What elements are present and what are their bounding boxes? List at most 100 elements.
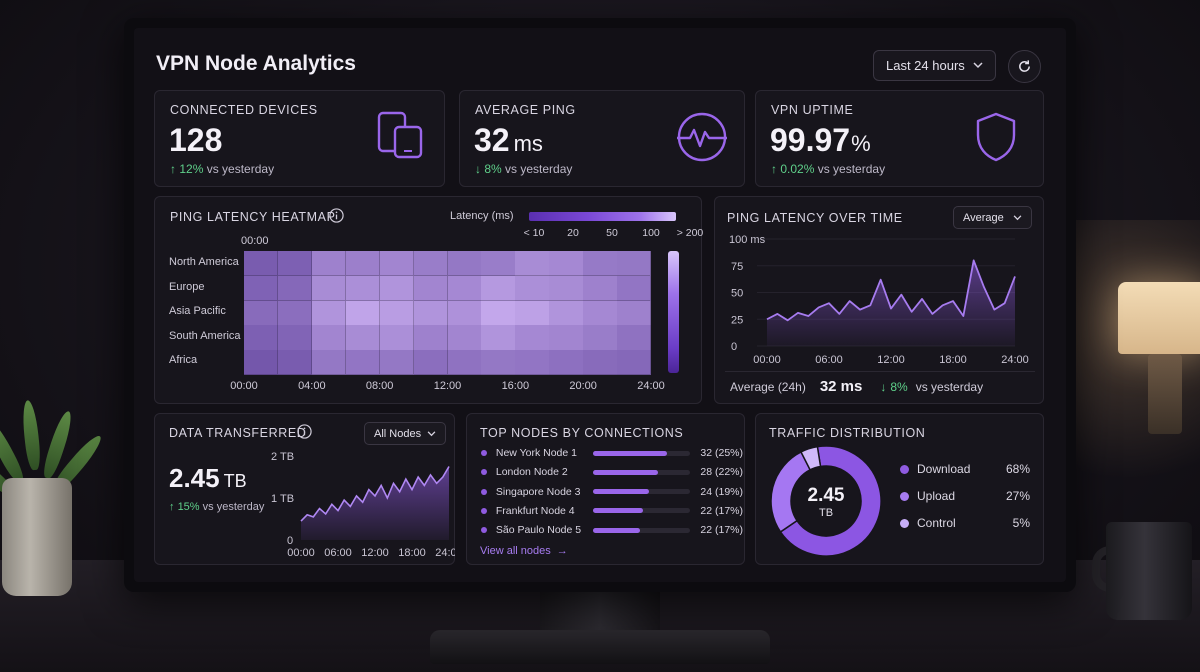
heatmap-cell[interactable] — [244, 325, 279, 351]
heatmap-row-label: South America — [169, 329, 241, 342]
heatmap-cell[interactable] — [379, 350, 415, 376]
heatmap-cell[interactable] — [413, 350, 448, 376]
node-row[interactable]: Singapore Node 3 24 (19%) — [481, 484, 743, 500]
legend-item[interactable]: Upload 27% — [900, 489, 1030, 503]
aggregation-dropdown[interactable]: Average — [953, 206, 1032, 229]
node-filter-dropdown[interactable]: All Nodes — [364, 422, 446, 445]
heatmap-cell[interactable] — [345, 251, 381, 277]
x-tick-label: 24:00 — [435, 547, 455, 559]
refresh-button[interactable] — [1008, 50, 1041, 83]
heatmap-cell[interactable] — [277, 350, 313, 376]
heatmap-cell[interactable] — [311, 350, 347, 376]
heatmap-cell[interactable] — [617, 300, 652, 326]
heatmap-cell[interactable] — [481, 275, 516, 302]
heatmap-cell[interactable] — [345, 275, 381, 302]
legend-label: Download — [917, 462, 971, 476]
heatmap-cell[interactable] — [515, 251, 550, 277]
top-nodes-title: TOP NODES BY CONNECTIONS — [480, 426, 684, 440]
heatmap-cell[interactable] — [617, 350, 652, 376]
heatmap-cell[interactable] — [413, 251, 448, 277]
heatmap-cell[interactable] — [311, 251, 347, 277]
time-range-dropdown[interactable]: Last 24 hours — [873, 50, 996, 81]
node-row[interactable]: London Node 2 28 (22%) — [481, 464, 743, 480]
page-title: VPN Node Analytics — [156, 52, 356, 75]
heatmap-cell[interactable] — [447, 300, 482, 326]
node-dot-icon — [481, 507, 487, 514]
info-icon[interactable] — [297, 424, 312, 439]
node-value: 22 (17%) — [700, 504, 743, 517]
heatmap-cell[interactable] — [413, 275, 448, 302]
heatmap-cell[interactable] — [549, 275, 584, 302]
heatmap-cell[interactable] — [379, 325, 415, 351]
node-row[interactable]: New York Node 1 32 (25%) — [481, 445, 743, 461]
legend-dot-icon — [900, 464, 909, 474]
heatmap-cell[interactable] — [583, 251, 618, 277]
heatmap-cell[interactable] — [481, 300, 516, 326]
legend-item[interactable]: Download 68% — [900, 462, 1030, 476]
legend-percent: 27% — [1005, 489, 1030, 503]
heatmap-cell[interactable] — [617, 251, 652, 277]
heatmap-cell[interactable] — [379, 251, 415, 277]
node-row[interactable]: São Paulo Node 5 22 (17%) — [481, 522, 743, 538]
heatmap-cell[interactable] — [379, 300, 415, 326]
heatmap-cell[interactable] — [583, 325, 618, 351]
heatmap-cell[interactable] — [277, 300, 313, 326]
heatmap-cell[interactable] — [549, 325, 584, 351]
heatmap-cell[interactable] — [515, 275, 550, 302]
heatmap-cell[interactable] — [515, 300, 550, 326]
heatmap-cell[interactable] — [447, 325, 482, 351]
legend-item[interactable]: Control 5% — [900, 516, 1030, 530]
heatmap-cell[interactable] — [481, 251, 516, 277]
donut-center-unit: TB — [818, 507, 834, 519]
heatmap-cell[interactable] — [447, 251, 482, 277]
kpi-value: 99.97% — [770, 122, 871, 158]
data-transferred-card: DATA TRANSFERRED All Nodes 2.45 TB ↑ 15% … — [154, 413, 455, 565]
heatmap-cell[interactable] — [345, 325, 381, 351]
heatmap-cell[interactable] — [515, 350, 550, 376]
heatmap-cell[interactable] — [549, 300, 584, 326]
heatmap-cell[interactable] — [379, 275, 415, 302]
heatmap-cell[interactable] — [515, 325, 550, 351]
node-value: 28 (22%) — [700, 466, 743, 479]
heatmap-cell[interactable] — [277, 251, 313, 277]
heatmap-cell[interactable] — [549, 350, 584, 376]
latency-footer: Average (24h) 32 ms ↓ 8% vs yesterday — [730, 378, 984, 395]
heatmap-row-label: Africa — [169, 354, 198, 366]
heatmap-cell[interactable] — [244, 300, 279, 326]
heatmap-cell[interactable] — [413, 300, 448, 326]
heatmap-cell[interactable] — [583, 300, 618, 326]
latency-chart-title: PING LATENCY OVER TIME — [727, 211, 903, 225]
heatmap-cell[interactable] — [311, 275, 347, 302]
heatmap-cell[interactable] — [345, 300, 381, 326]
heatmap-cell[interactable] — [617, 325, 652, 351]
donut-slice-control[interactable] — [800, 445, 822, 471]
heatmap-cell[interactable] — [447, 350, 482, 376]
heatmap-cell[interactable] — [244, 251, 279, 277]
heatmap-cell[interactable] — [244, 350, 279, 376]
pulse-icon — [677, 112, 727, 162]
heatmap-cell[interactable] — [311, 300, 347, 326]
donut-slice-download[interactable] — [779, 445, 882, 557]
legend-dot-icon — [900, 491, 909, 501]
heatmap-cell[interactable] — [481, 325, 516, 351]
heatmap-cell[interactable] — [617, 275, 652, 302]
heatmap-cell[interactable] — [244, 275, 279, 302]
info-icon[interactable] — [329, 208, 344, 223]
heatmap-cell[interactable] — [311, 325, 347, 351]
heatmap-cell[interactable] — [583, 350, 618, 376]
node-row[interactable]: Frankfurt Node 4 22 (17%) — [481, 503, 743, 519]
heatmap-cell[interactable] — [345, 350, 381, 376]
node-value: 24 (19%) — [700, 485, 743, 498]
y-tick-label: 75 — [731, 261, 743, 273]
heatmap-grid — [244, 251, 652, 376]
heatmap-cell[interactable] — [413, 325, 448, 351]
heatmap-cell[interactable] — [277, 325, 313, 351]
heatmap-cell[interactable] — [447, 275, 482, 302]
coffee-mug — [1106, 522, 1192, 620]
heatmap-cell[interactable] — [277, 275, 313, 302]
view-all-nodes-link[interactable]: View all nodes → — [480, 545, 568, 557]
heatmap-cell[interactable] — [583, 275, 618, 302]
heatmap-cell[interactable] — [481, 350, 516, 376]
kpi-value: 128 — [169, 122, 223, 158]
heatmap-cell[interactable] — [549, 251, 584, 277]
